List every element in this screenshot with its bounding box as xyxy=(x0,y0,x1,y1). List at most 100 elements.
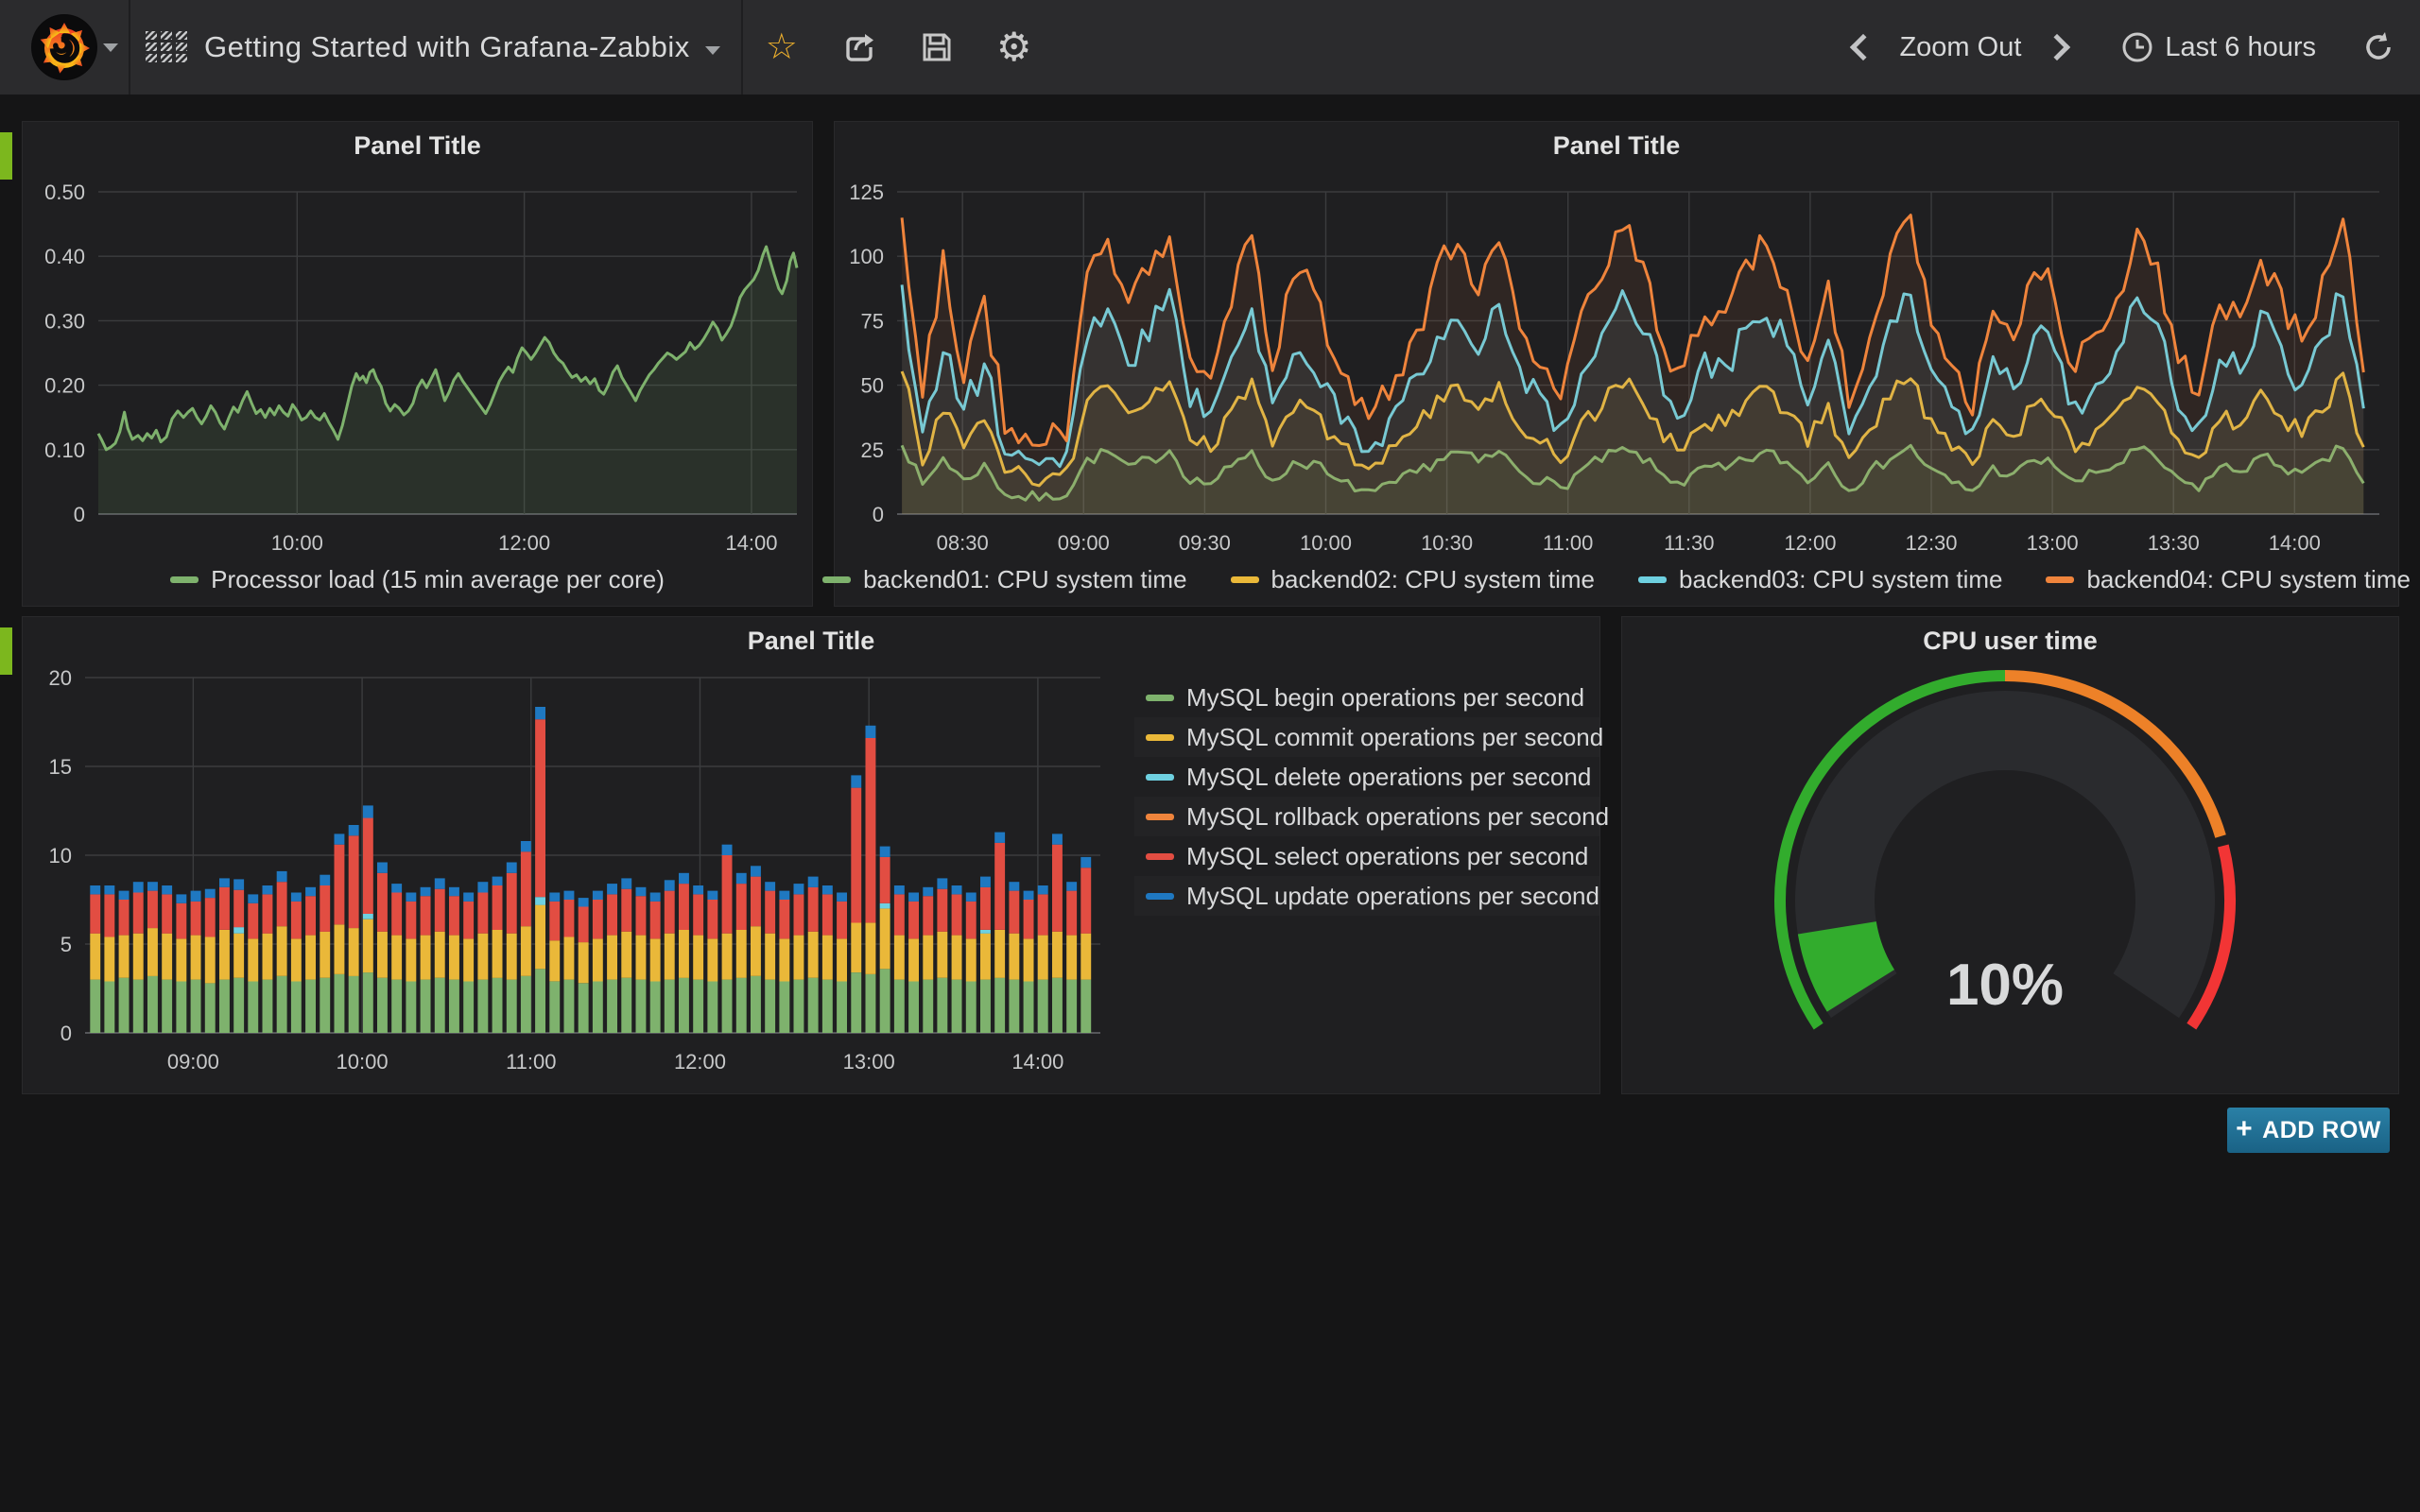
cpu-user-time-gauge[interactable]: 10% xyxy=(1622,617,2398,1093)
legend-item[interactable]: MySQL select operations per second xyxy=(1134,836,1599,876)
legend-series-label: backend01: CPU system time xyxy=(863,565,1187,593)
zoom-out-button[interactable]: Zoom Out xyxy=(1899,31,2022,62)
legend-item[interactable]: backend04: CPU system time xyxy=(2046,565,2411,594)
svg-text:09:00: 09:00 xyxy=(1058,531,1110,555)
legend-item[interactable]: MySQL update operations per second xyxy=(1134,876,1599,916)
svg-text:0: 0 xyxy=(60,1022,72,1045)
cpu-system-time-chart[interactable]: 0 25 50 75 100 125 08:30 09:00 09:30 10:00 10:30 11… xyxy=(835,122,2398,606)
processor-load-chart[interactable]: 0 0.10 0.20 0.30 0.40 0.50 10:00 12:00 14:00 xyxy=(23,122,812,606)
star-button[interactable]: ☆ xyxy=(743,0,821,94)
svg-text:10:00: 10:00 xyxy=(337,1050,389,1074)
share-icon xyxy=(846,34,873,61)
legend-series-label: backend04: CPU system time xyxy=(2086,565,2411,593)
svg-text:08:30: 08:30 xyxy=(937,531,989,555)
svg-text:0: 0 xyxy=(74,503,85,526)
dashboard-dropdown-caret xyxy=(704,45,720,55)
time-shift-back-button[interactable] xyxy=(1841,28,1886,66)
legend-series-label: Processor load (15 min average per core) xyxy=(211,565,665,593)
legend-series-label: backend02: CPU system time xyxy=(1270,565,1595,593)
dashboard-picker[interactable]: Getting Started with Grafana-Zabbix xyxy=(130,0,720,94)
svg-text:25: 25 xyxy=(861,438,884,462)
svg-text:13:00: 13:00 xyxy=(2027,531,2079,555)
chart-legend: backend01: CPU system time backend02: CPU… xyxy=(822,565,2411,594)
legend-series-label: MySQL rollback operations per second xyxy=(1186,801,1610,831)
svg-text:12:30: 12:30 xyxy=(1905,531,1957,555)
legend-item[interactable]: backend02: CPU system time xyxy=(1230,565,1595,594)
legend-series-dash xyxy=(1146,852,1174,860)
svg-text:11:00: 11:00 xyxy=(1543,531,1593,555)
legend-series-dash xyxy=(1638,576,1667,583)
panel-cpu-system-time: Panel Title 0 25 50 75 100 125 08:30 09:00 09:30… xyxy=(822,121,2411,607)
chevron-left-icon xyxy=(1850,33,1877,61)
legend-series-label: MySQL select operations per second xyxy=(1186,841,1589,870)
panel-title[interactable]: Panel Title xyxy=(747,627,875,655)
legend-series-dash xyxy=(822,576,852,583)
svg-text:10:00: 10:00 xyxy=(271,531,323,555)
legend-item[interactable]: Processor load (15 min average per core) xyxy=(170,565,665,594)
svg-text:20: 20 xyxy=(49,666,72,690)
add-row-label: ADD ROW xyxy=(2262,1116,2381,1143)
svg-text:14:00: 14:00 xyxy=(1011,1050,1063,1074)
legend-item[interactable]: MySQL begin operations per second xyxy=(1134,678,1599,717)
svg-text:0.40: 0.40 xyxy=(44,245,85,268)
panel-title[interactable]: Panel Title xyxy=(354,131,481,160)
save-button[interactable] xyxy=(898,0,976,94)
panel-title[interactable]: Panel Title xyxy=(1552,131,1681,160)
plus-icon: + xyxy=(2236,1112,2254,1144)
svg-text:09:00: 09:00 xyxy=(167,1050,219,1074)
svg-text:125: 125 xyxy=(849,180,884,204)
refresh-icon xyxy=(2366,32,2391,60)
svg-text:12:00: 12:00 xyxy=(498,531,550,555)
logo-dropdown-caret[interactable] xyxy=(103,43,118,52)
svg-text:0.50: 0.50 xyxy=(44,180,85,204)
svg-text:100: 100 xyxy=(849,245,884,268)
legend-series-label: MySQL begin operations per second xyxy=(1186,682,1585,712)
refresh-button[interactable] xyxy=(2361,30,2395,64)
row-menu-handle[interactable] xyxy=(0,132,12,180)
dashboard-grid-icon xyxy=(146,31,187,62)
share-button[interactable] xyxy=(821,0,898,94)
settings-button[interactable]: ⚙ xyxy=(976,0,1053,94)
chart-legend: Processor load (15 min average per core) xyxy=(23,565,812,594)
clock-icon xyxy=(2122,32,2152,62)
grafana-logo-icon xyxy=(32,15,96,79)
chevron-right-icon xyxy=(2044,33,2071,61)
legend-item[interactable]: backend03: CPU system time xyxy=(1638,565,2002,594)
row-menu-handle[interactable] xyxy=(0,627,12,675)
panel-mysql-operations: Panel Title 0 5 10 15 20 09:00 10:00 11:00 12:00… xyxy=(22,616,1609,1094)
chart-legend: MySQL begin operations per second MySQL c… xyxy=(1134,678,1609,916)
legend-item[interactable]: backend01: CPU system time xyxy=(822,565,1187,594)
svg-text:15: 15 xyxy=(49,755,72,779)
time-shift-forward-button[interactable] xyxy=(2034,28,2080,66)
legend-item[interactable]: MySQL commit operations per second xyxy=(1134,717,1603,757)
panel-title[interactable]: CPU user time xyxy=(1923,627,2098,655)
svg-text:13:00: 13:00 xyxy=(843,1050,895,1074)
star-icon: ☆ xyxy=(765,27,798,67)
navbar: Getting Started with Grafana-Zabbix ☆ ⚙ … xyxy=(0,0,2420,94)
svg-text:10:30: 10:30 xyxy=(1421,531,1473,555)
legend-item[interactable]: MySQL delete operations per second xyxy=(1134,757,1599,797)
svg-text:09:30: 09:30 xyxy=(1179,531,1231,555)
legend-series-label: MySQL update operations per second xyxy=(1186,881,1599,910)
logo-block xyxy=(0,0,130,94)
grafana-logo[interactable] xyxy=(31,14,97,80)
time-range-picker[interactable]: Last 6 hours xyxy=(2121,31,2316,63)
svg-text:14:00: 14:00 xyxy=(2269,531,2321,555)
panel-processor-load: Panel Title 0 0.10 0.20 0.30 0.40 0.50 10:00 12… xyxy=(22,121,813,607)
svg-text:0.20: 0.20 xyxy=(44,374,85,398)
legend-series-dash xyxy=(1146,813,1174,820)
legend-series-dash xyxy=(170,576,199,583)
navbar-right: Zoom Out Last 6 hours xyxy=(1841,0,2420,94)
svg-text:75: 75 xyxy=(861,309,884,333)
svg-text:50: 50 xyxy=(861,374,884,398)
svg-text:14:00: 14:00 xyxy=(725,531,777,555)
add-row-button[interactable]: + ADD ROW xyxy=(2227,1108,2390,1153)
legend-series-label: MySQL delete operations per second xyxy=(1186,762,1592,791)
legend-series-dash xyxy=(1146,733,1174,741)
svg-text:11:00: 11:00 xyxy=(506,1050,556,1074)
legend-item[interactable]: MySQL rollback operations per second xyxy=(1134,797,1609,836)
legend-series-dash xyxy=(2046,576,2075,583)
legend-series-dash xyxy=(1146,773,1174,781)
mysql-operations-chart[interactable]: 0 5 10 15 20 09:00 10:00 11:00 12:00 13:00 14:00 xyxy=(23,617,1599,1093)
dashboard-title: Getting Started with Grafana-Zabbix xyxy=(204,30,690,63)
